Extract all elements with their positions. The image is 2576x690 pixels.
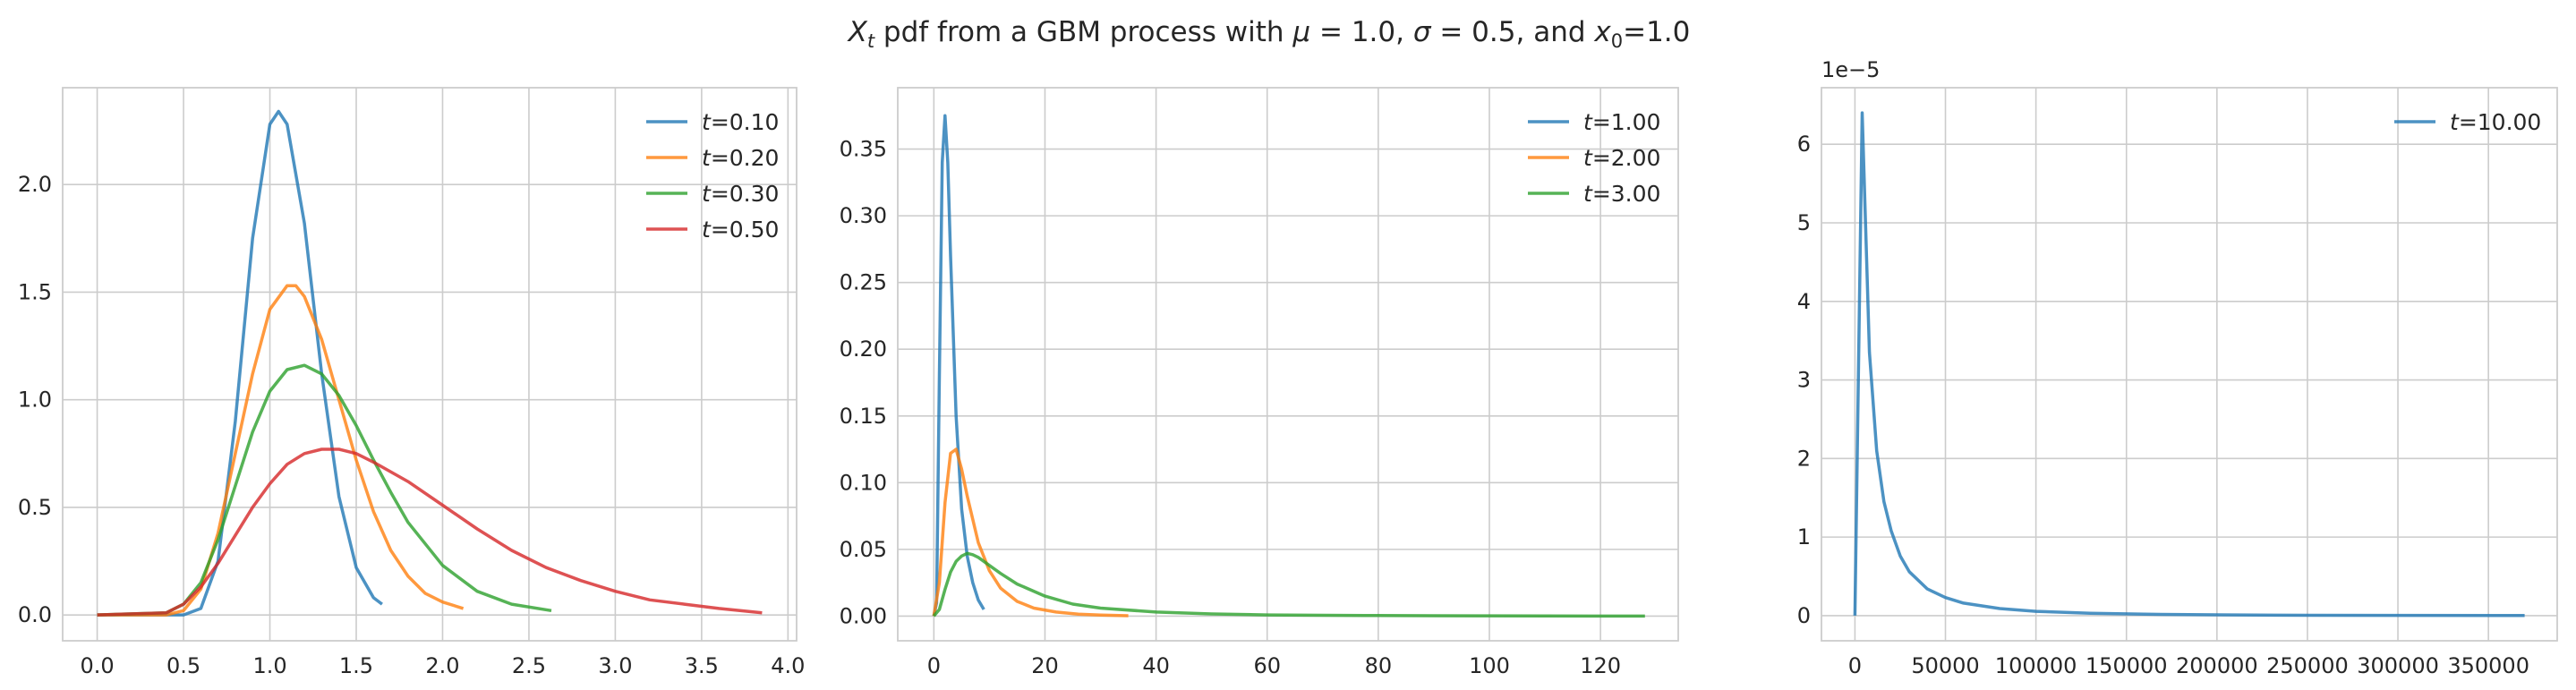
- x-tick-label: 300000: [2357, 653, 2439, 678]
- title-x0-subscript: 0: [1611, 30, 1623, 52]
- axes-frame: [62, 87, 798, 642]
- x-tick-label: 3.5: [685, 653, 719, 678]
- title-mu-value: = 1.0,: [1310, 16, 1413, 48]
- y-tick-label: 4: [1797, 289, 1811, 314]
- x-tick-label: 4.0: [771, 653, 805, 678]
- legend: t=1.00 t=2.00 t=3.00: [1528, 109, 1660, 207]
- y-tick-label: 1.5: [18, 279, 52, 304]
- y-tick-label: 2.0: [18, 172, 52, 197]
- y-tick-label: 0.00: [840, 603, 887, 628]
- y-axis-offset-label: 1e−5: [1821, 57, 1880, 82]
- x-tick-label: 100: [1469, 653, 1510, 678]
- y-tick-label: 1: [1797, 524, 1811, 549]
- y-tick-label: 0.15: [840, 404, 887, 429]
- legend-label: t=0.50: [702, 217, 779, 243]
- x-tick-label: 150000: [2086, 653, 2168, 678]
- x-tick-label: 2.0: [425, 653, 459, 678]
- series-line-t=2.00: [932, 447, 1129, 618]
- title-x-subscript: t: [867, 30, 875, 52]
- series-line-t=3.00: [932, 551, 1645, 618]
- legend: t=0.10 t=0.20 t=0.30 t=0.50: [646, 109, 779, 243]
- y-tick-label: 0.20: [840, 336, 887, 362]
- legend-label: t=10.00: [2450, 109, 2541, 135]
- legend-label: t=0.30: [702, 181, 779, 207]
- x-tick-label: 0: [1848, 653, 1862, 678]
- y-tick-label: 3: [1797, 368, 1811, 393]
- x-tick-label: 1.5: [339, 653, 373, 678]
- y-tick-label: 1.0: [18, 388, 52, 413]
- y-tick-label: 5: [1797, 210, 1811, 235]
- y-tick-label: 0.5: [18, 495, 52, 520]
- x-tick-label: 120: [1580, 653, 1621, 678]
- x-tick-label: 100000: [1995, 653, 2077, 678]
- legend: t=10.00: [2394, 109, 2541, 135]
- chart-panel-2: 0 20 40 60 80 100 120 0.00 0.05 0.10 0.15 0.20 0.25 0…: [840, 87, 1679, 678]
- series-line-t=0.30: [97, 363, 552, 617]
- x-tick-label: 0: [927, 653, 941, 678]
- x-tick-label: 3.0: [598, 653, 632, 678]
- y-tick-label: 0.35: [840, 137, 887, 162]
- y-tick-label: 0.05: [840, 537, 887, 562]
- legend-label: t=0.10: [702, 109, 779, 135]
- x-tick-label: 350000: [2447, 653, 2529, 678]
- series-line-t=0.50: [97, 447, 763, 617]
- y-tick-label: 2: [1797, 446, 1811, 471]
- y-tick-label: 0.30: [840, 203, 887, 228]
- legend-label: t=0.20: [702, 145, 779, 171]
- legend-label: t=1.00: [1583, 109, 1660, 135]
- title-mu-symbol: μ: [1292, 16, 1310, 48]
- x-tick-label: 0.0: [81, 653, 115, 678]
- title-x-symbol: X: [847, 16, 868, 48]
- y-tick-label: 0: [1797, 603, 1811, 628]
- x-tick-label: 80: [1365, 653, 1393, 678]
- title-x0-symbol: x: [1593, 16, 1611, 48]
- x-tick-label: 20: [1031, 653, 1059, 678]
- legend-label: t=2.00: [1583, 145, 1660, 171]
- series-line-t=1.00: [932, 114, 985, 617]
- series-line-t=10.00: [1853, 111, 2525, 618]
- title-x0-value: =1.0: [1623, 16, 1690, 48]
- x-tick-label: 1.0: [252, 653, 286, 678]
- legend-label: t=3.00: [1583, 181, 1660, 207]
- figure-title: Xt pdf from a GBM process with μ = 1.0, …: [847, 16, 1691, 52]
- x-tick-label: 60: [1253, 653, 1281, 678]
- x-tick-label: 250000: [2266, 653, 2349, 678]
- y-tick-label: 0.25: [840, 270, 887, 295]
- series-line-t=0.20: [97, 284, 465, 617]
- axes-frame: [1821, 87, 2558, 642]
- x-tick-label: 50000: [1911, 653, 1979, 678]
- title-sigma-symbol: σ: [1413, 16, 1432, 48]
- x-tick-label: 40: [1142, 653, 1170, 678]
- x-tick-label: 0.5: [166, 653, 200, 678]
- y-tick-label: 0.10: [840, 470, 887, 495]
- axes-frame: [897, 87, 1679, 642]
- y-tick-label: 0.0: [18, 602, 52, 627]
- title-middle: pdf from a GBM process with: [874, 16, 1292, 48]
- series-line-t=0.10: [97, 109, 383, 617]
- title-sigma-value: = 0.5, and: [1431, 16, 1595, 48]
- x-tick-label: 200000: [2176, 653, 2258, 678]
- y-tick-label: 6: [1797, 132, 1811, 157]
- chart-panel-3: 0 50000 100000 150000 200000 250000 300000 3500…: [1797, 57, 2558, 678]
- x-tick-label: 2.5: [512, 653, 546, 678]
- chart-panel-1: 0.0 0.5 1.0 1.5 2.0 2.5 3.0 3.5 4.0 0.0 0.5 1.0 1.5 2…: [18, 87, 805, 678]
